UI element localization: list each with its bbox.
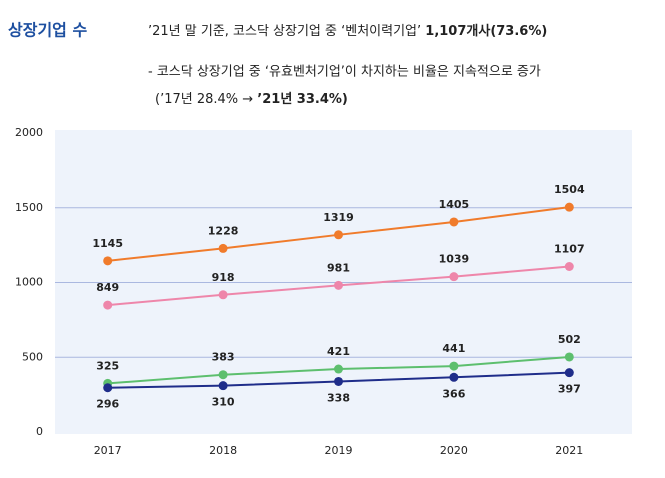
x-tick-label: 2020 [440,444,468,457]
data-point [218,243,228,253]
value-label: 1319 [323,211,354,224]
note-text: ’21년 말 기준, 코스닥 상장기업 중 ‘벤처이력기업’ [148,24,425,39]
y-tick-label: 2000 [15,126,43,139]
value-label: 421 [327,345,350,358]
x-tick-label: 2017 [94,444,122,457]
value-label: 1039 [439,253,470,266]
value-label: 1107 [554,243,585,256]
data-point [334,364,343,374]
value-label: 310 [212,396,235,409]
value-label: 338 [327,391,350,404]
note-line: (’17년 28.4% → ’21년 33.4%) [155,92,348,107]
value-label: 1504 [554,183,585,196]
value-label: 325 [96,359,119,372]
note-bold: ’21년 33.4%) [257,92,348,107]
value-label: 1405 [439,198,470,211]
data-point [334,280,343,290]
data-point [103,256,113,266]
data-point [449,217,459,227]
y-tick-label: 0 [36,425,43,438]
value-label: 849 [96,281,119,294]
x-tick-label: 2018 [209,444,237,457]
value-label: 366 [442,387,465,400]
data-point [218,381,228,391]
note-text: (’17년 28.4% → [155,92,257,107]
note-line: ’21년 말 기준, 코스닥 상장기업 중 ‘벤처이력기업’ 1,107개사(7… [148,23,547,39]
value-label: 981 [327,261,350,274]
data-point [564,352,574,362]
data-point [334,230,343,240]
data-point [334,376,343,386]
y-tick-label: 1000 [15,276,43,289]
data-point [218,370,228,380]
data-point [449,361,459,371]
y-tick-label: 500 [22,350,43,363]
y-tick-label: 1500 [15,201,43,214]
data-point [449,372,459,382]
data-point [564,262,574,272]
value-label: 918 [212,271,235,284]
data-point [103,383,113,393]
x-tick-label: 2019 [325,444,353,457]
data-point [449,272,459,282]
note-bold: 1,107개사(73.6%) [425,23,547,39]
value-label: 1145 [92,237,123,250]
value-label: 296 [96,398,119,411]
value-label: 397 [558,383,581,396]
x-tick-label: 2021 [555,444,583,457]
value-label: 383 [212,351,235,364]
value-label: 502 [558,333,581,346]
data-point [103,300,113,310]
note-line: - 코스닥 상장기업 중 ‘유효벤처기업’이 차지하는 비율은 지속적으로 증가 [148,65,541,80]
data-point [564,202,574,212]
section-title: 상장기업 수 [8,21,87,40]
value-label: 441 [442,342,465,355]
value-label: 1228 [208,224,239,237]
data-point [564,368,574,378]
data-point [218,290,228,300]
